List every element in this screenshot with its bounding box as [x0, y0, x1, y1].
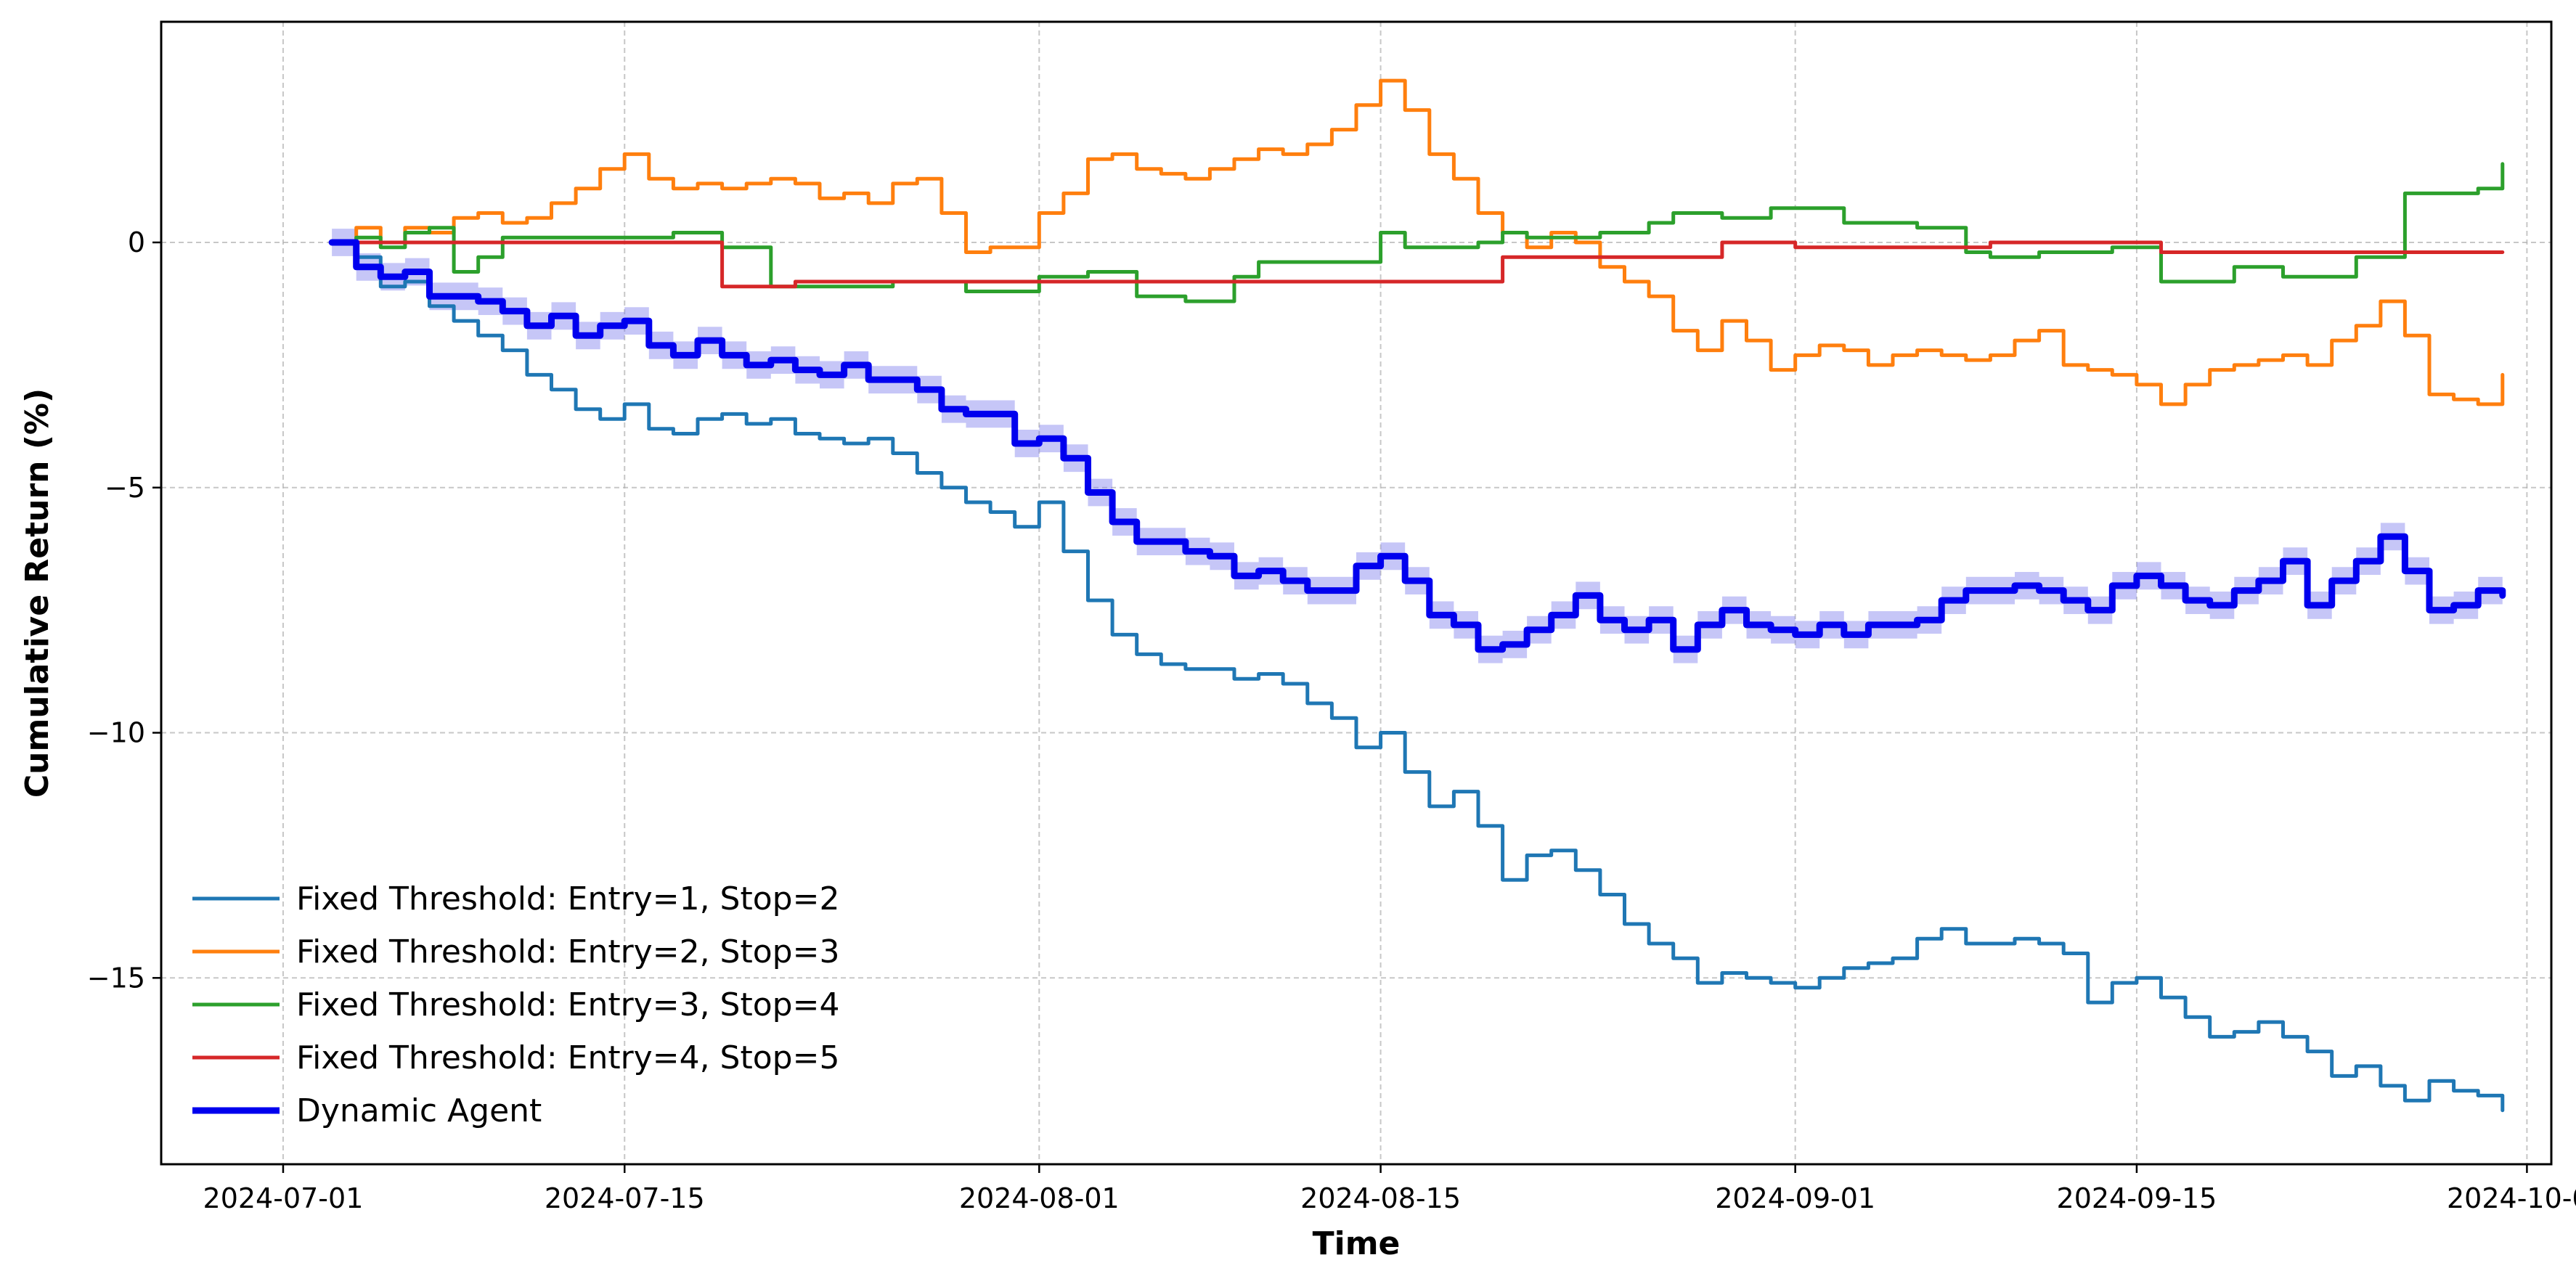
x-tick-label: 2024-08-01 — [959, 1182, 1120, 1214]
y-tick-label: −5 — [105, 472, 145, 504]
y-tick-label: −10 — [87, 717, 145, 749]
legend-entry-label: Fixed Threshold: Entry=2, Stop=3 — [296, 933, 839, 970]
dynamic-agent-band — [332, 229, 2503, 663]
x-axis-ticks: 2024-07-01 2024-07-15 2024-08-01 2024-08-15… — [203, 1164, 2576, 1214]
y-tick-label: 0 — [128, 226, 145, 258]
y-axis-label: Cumulative Return (%) — [19, 388, 56, 798]
legend-entry-label: Fixed Threshold: Entry=1, Stop=2 — [296, 880, 839, 917]
fixed-threshold-line-2 — [330, 78, 2505, 406]
plot-frame — [160, 20, 2553, 1166]
x-axis-label: Time — [1313, 1225, 1401, 1262]
y-axis-ticks: 0 −5 −10 −15 — [87, 226, 161, 994]
confidence-bands — [332, 229, 2503, 663]
x-tick-label: 2024-09-15 — [2057, 1182, 2217, 1214]
x-tick-label: 2024-08-15 — [1300, 1182, 1461, 1214]
x-tick-label: 2024-09-01 — [1715, 1182, 1875, 1214]
legend-entry-label: Fixed Threshold: Entry=3, Stop=4 — [296, 986, 839, 1023]
y-tick-label: −15 — [87, 962, 145, 994]
legend-entry-label: Fixed Threshold: Entry=4, Stop=5 — [296, 1039, 839, 1076]
series-lines — [328, 78, 2506, 1113]
x-tick-label: 2024-07-15 — [545, 1182, 705, 1214]
legend: Fixed Threshold: Entry=1, Stop=2 Fixed Th… — [192, 880, 839, 1129]
x-tick-label: 2024-10-01 — [2447, 1182, 2576, 1214]
fixed-threshold-line-4 — [330, 240, 2505, 289]
fixed-threshold-line-1 — [330, 240, 2505, 1113]
legend-entry-label: Dynamic Agent — [296, 1092, 542, 1129]
dynamic-agent-line — [328, 239, 2506, 653]
x-tick-label: 2024-07-01 — [203, 1182, 364, 1214]
